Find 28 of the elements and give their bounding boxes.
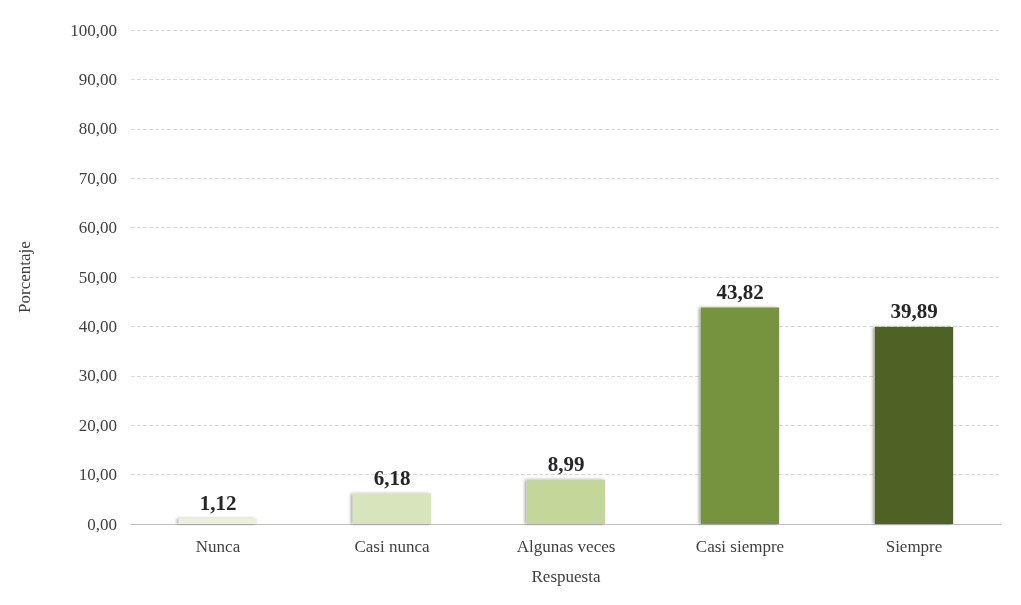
bar: [700, 307, 780, 524]
data-label: 1,12: [199, 490, 237, 515]
y-tick-label: 0,00: [87, 514, 117, 534]
x-tick-label: Casi nunca: [354, 537, 430, 556]
x-tick-label: Nunca: [195, 537, 241, 556]
bar: [874, 326, 954, 524]
y-tick-label: 50,00: [78, 267, 117, 287]
y-tick-label: 60,00: [78, 218, 117, 238]
data-label: 8,99: [547, 452, 585, 477]
data-label: 43,82: [716, 280, 764, 305]
x-tick-label: Algunas veces: [516, 537, 616, 556]
y-tick-label: 30,00: [78, 366, 117, 386]
x-axis-title: Respuesta: [531, 567, 601, 586]
y-tick-label: 100,00: [70, 20, 117, 40]
data-label: 39,89: [890, 299, 938, 324]
y-tick-label: 70,00: [78, 168, 117, 188]
y-axis-title: Porcentaje: [15, 241, 34, 313]
y-tick-label: 10,00: [78, 465, 117, 485]
bar: [352, 493, 432, 524]
x-tick-label: Siempre: [885, 537, 943, 556]
bar: [178, 518, 258, 524]
x-tick-label: Casi siempre: [695, 537, 785, 556]
y-tick-label: 80,00: [78, 119, 117, 139]
y-tick-label: 20,00: [78, 415, 117, 435]
y-tick-label: 90,00: [78, 69, 117, 89]
data-label: 6,18: [373, 465, 411, 490]
y-tick-label: 40,00: [78, 316, 117, 336]
bar: [526, 479, 606, 524]
